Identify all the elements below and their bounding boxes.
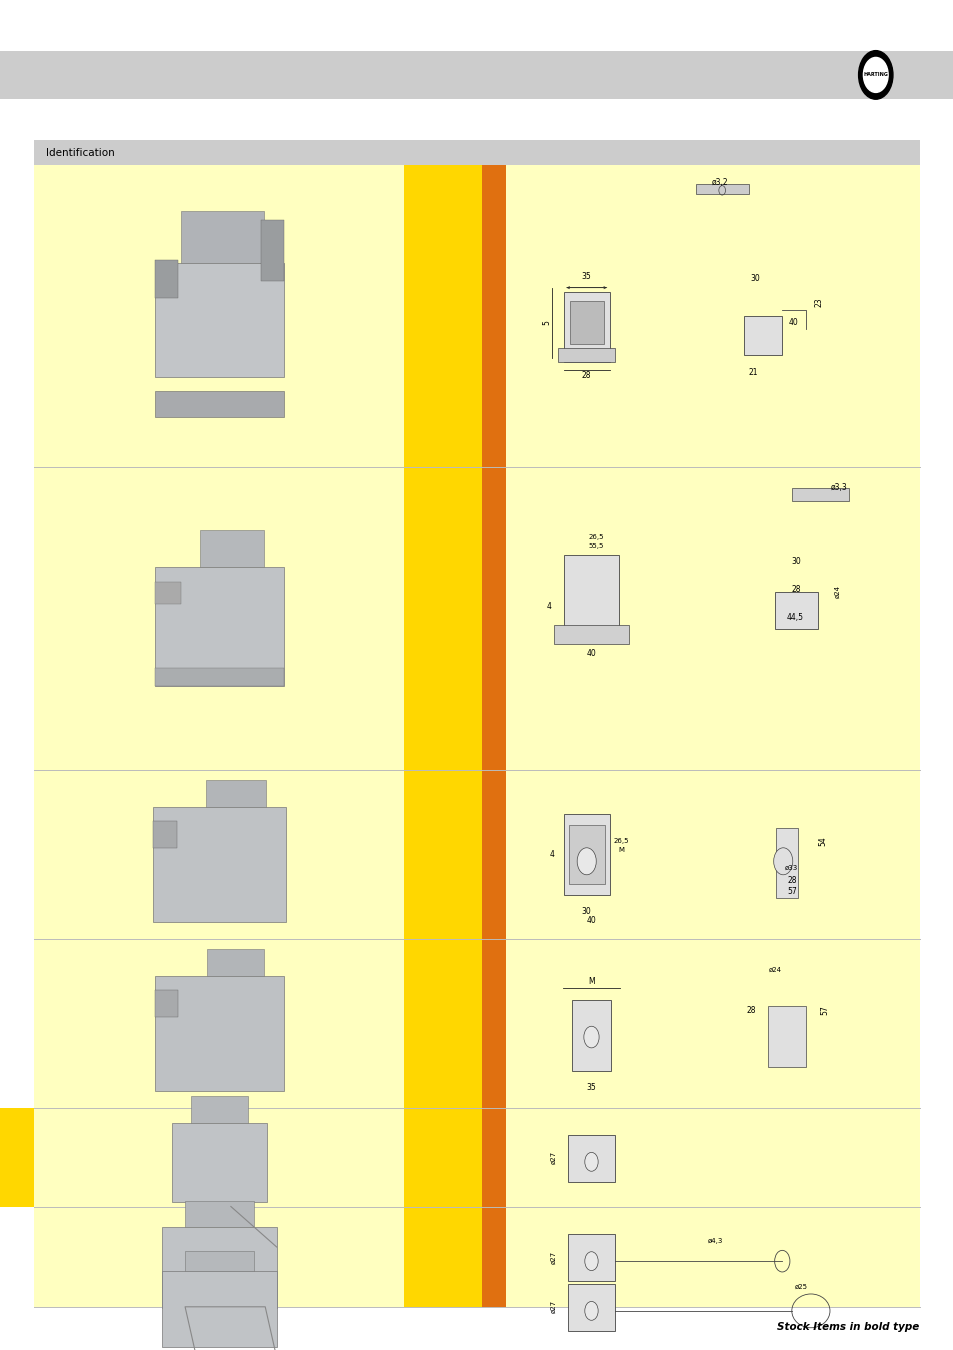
Circle shape (584, 1251, 598, 1270)
Circle shape (862, 58, 887, 92)
Text: 5: 5 (541, 320, 551, 325)
Bar (696, 184, 748, 194)
Bar (774, 593, 818, 629)
Text: ø27: ø27 (550, 1250, 556, 1264)
Bar (767, 1006, 805, 1068)
Bar (481, 165, 505, 1307)
Circle shape (858, 51, 892, 100)
Bar (563, 814, 609, 895)
Circle shape (584, 1301, 598, 1320)
Text: 44,5: 44,5 (785, 613, 802, 622)
Bar (554, 625, 628, 644)
Bar (154, 263, 283, 378)
Text: ø25: ø25 (794, 1284, 807, 1289)
Bar (206, 949, 264, 976)
Bar (791, 487, 848, 501)
Text: Stock Items in bold type: Stock Items in bold type (777, 1322, 919, 1332)
Bar (206, 780, 266, 807)
Text: M: M (618, 848, 623, 853)
Text: Identification: Identification (46, 147, 114, 158)
Bar (743, 316, 781, 355)
Bar (154, 259, 178, 298)
Bar (404, 165, 481, 1307)
Text: 57: 57 (786, 887, 796, 896)
Text: 21: 21 (748, 369, 758, 377)
Text: 4: 4 (546, 602, 552, 612)
Text: 57: 57 (820, 1006, 829, 1015)
Bar (154, 990, 178, 1017)
Bar (558, 348, 615, 362)
Text: 30: 30 (791, 556, 801, 566)
Bar (0, 51, 953, 99)
Circle shape (584, 1153, 598, 1172)
Text: 35: 35 (586, 1083, 596, 1092)
Text: 40: 40 (586, 648, 596, 657)
Text: 30: 30 (581, 907, 591, 915)
Bar (567, 1234, 615, 1281)
Circle shape (577, 848, 596, 875)
Bar (180, 211, 264, 263)
Text: 23: 23 (813, 298, 822, 308)
Bar (563, 292, 609, 362)
Circle shape (583, 1026, 598, 1048)
Text: 30: 30 (750, 274, 760, 282)
Text: ø4,3: ø4,3 (707, 1238, 722, 1243)
Text: ø3,2: ø3,2 (711, 178, 728, 186)
Bar (185, 1202, 253, 1227)
Text: ø24: ø24 (768, 967, 781, 973)
Text: 26,5: 26,5 (613, 838, 628, 844)
Bar (154, 582, 180, 603)
Bar (34, 165, 919, 1307)
Bar (154, 976, 283, 1091)
Text: ø27: ø27 (550, 1152, 556, 1164)
Bar (152, 807, 286, 922)
Bar (572, 1000, 610, 1071)
Bar (191, 1096, 248, 1123)
Bar (154, 392, 283, 417)
Bar (260, 220, 283, 281)
Bar (563, 555, 618, 629)
Bar (152, 821, 176, 848)
Text: 54: 54 (818, 836, 827, 846)
Bar (154, 567, 283, 686)
Text: 26,5: 26,5 (588, 535, 603, 540)
Bar (568, 825, 604, 884)
Bar (0, 1108, 34, 1207)
Text: 28: 28 (786, 876, 796, 886)
Bar (567, 1284, 615, 1331)
Bar (34, 140, 919, 165)
Bar (567, 1135, 615, 1183)
Bar (162, 1272, 276, 1347)
Text: 35: 35 (581, 273, 591, 281)
Text: 40: 40 (586, 917, 596, 925)
Text: 28: 28 (791, 585, 801, 594)
Text: 55,5: 55,5 (588, 544, 603, 549)
Text: M: M (588, 976, 594, 986)
Bar (172, 1123, 267, 1202)
Text: 28: 28 (581, 371, 591, 379)
Bar (162, 1227, 276, 1308)
Bar (775, 828, 798, 898)
Text: HARTING: HARTING (862, 73, 887, 77)
Bar (185, 1251, 253, 1272)
Text: 4: 4 (549, 850, 555, 859)
Text: 28: 28 (745, 1006, 755, 1015)
Text: ø33: ø33 (784, 865, 798, 871)
Bar (154, 668, 283, 686)
Text: 40: 40 (788, 319, 798, 327)
Text: ø24: ø24 (833, 585, 840, 598)
Circle shape (773, 848, 792, 875)
Text: ø3,3: ø3,3 (830, 483, 847, 493)
Bar (200, 529, 264, 567)
Bar (569, 301, 603, 344)
Text: ø27: ø27 (550, 1300, 556, 1314)
